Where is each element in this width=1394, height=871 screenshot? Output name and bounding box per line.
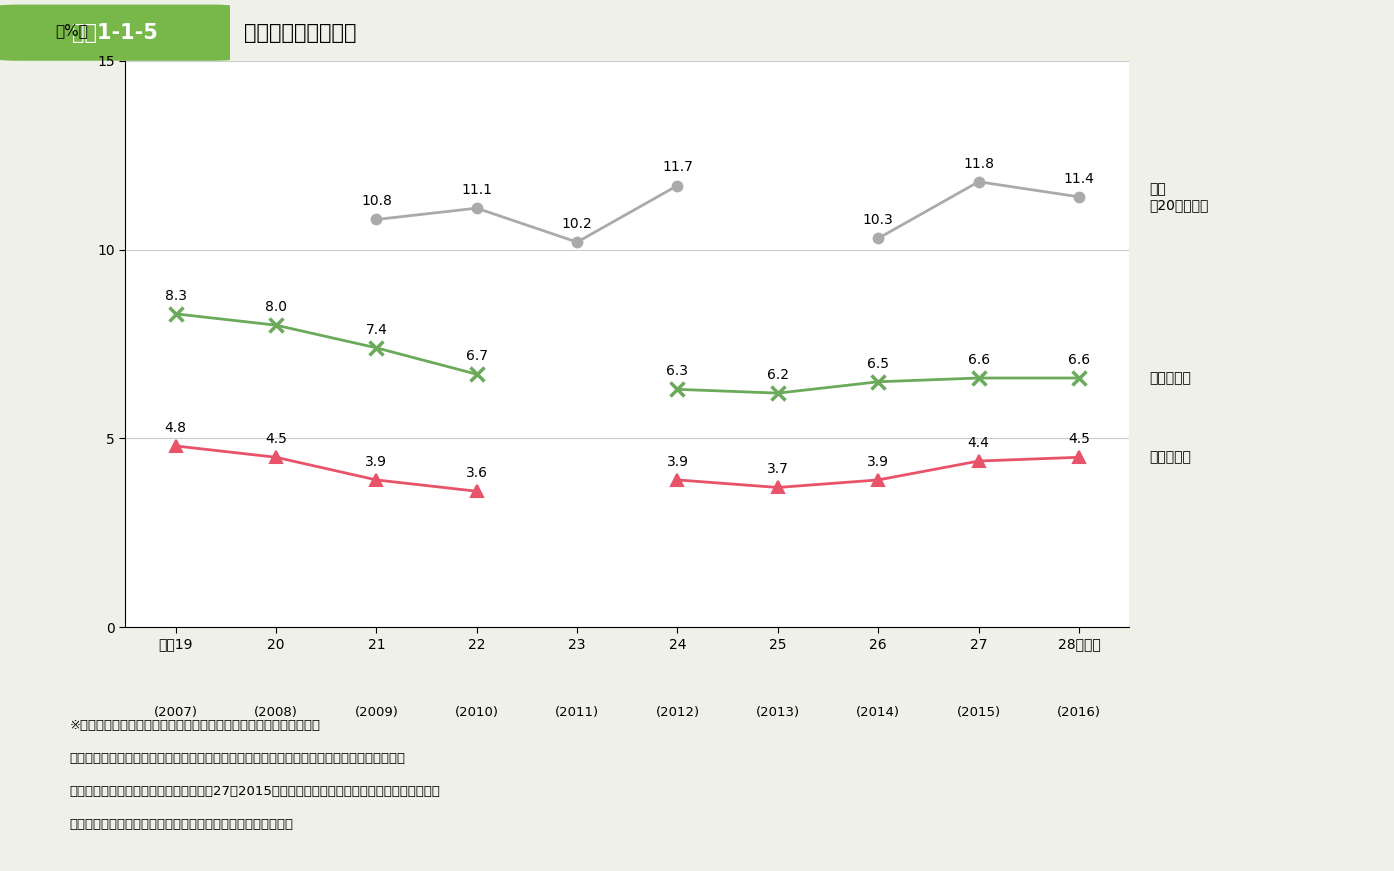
Text: 8.0: 8.0 — [265, 300, 287, 314]
Text: 図表1-1-5: 図表1-1-5 — [72, 23, 158, 43]
Text: 6.6: 6.6 — [967, 353, 990, 367]
Text: 11.1: 11.1 — [461, 183, 492, 197]
Text: (2015): (2015) — [956, 706, 1001, 719]
Text: 4.5: 4.5 — [265, 432, 287, 446]
Text: 7.4: 7.4 — [365, 323, 388, 337]
Text: 11.4: 11.4 — [1064, 172, 1094, 186]
Text: （児童・生徒）文部科学省「全国学力・学習状況調査」: （児童・生徒）文部科学省「全国学力・学習状況調査」 — [70, 818, 294, 831]
Text: 10.3: 10.3 — [863, 213, 894, 227]
Text: 児童・生徒については「あまり食べていない」「全く食べていない」と回答した人の割合。: 児童・生徒については「あまり食べていない」「全く食べていない」と回答した人の割合… — [70, 752, 406, 765]
Text: 3.9: 3.9 — [365, 455, 388, 469]
Text: (2012): (2012) — [655, 706, 700, 719]
Text: 資料：（成人）　　　農林水産省（平成27（2015）年までは内閣府）「食育に関する意識調査」: 資料：（成人） 農林水産省（平成27（2015）年までは内閣府）「食育に関する意… — [70, 785, 441, 798]
Text: 中学３年生: 中学３年生 — [1149, 371, 1190, 385]
Text: 成人
（20歳以上）: 成人 （20歳以上） — [1149, 182, 1209, 212]
Text: 小学６年生: 小学６年生 — [1149, 450, 1190, 464]
Text: 11.8: 11.8 — [963, 157, 994, 171]
Text: 10.2: 10.2 — [562, 217, 592, 231]
Text: （%）: （%） — [56, 24, 88, 38]
Text: 4.8: 4.8 — [164, 421, 187, 435]
Text: (2009): (2009) — [354, 706, 399, 719]
Text: 4.5: 4.5 — [1068, 432, 1090, 446]
Text: 3.9: 3.9 — [666, 455, 689, 469]
Text: (2011): (2011) — [555, 706, 599, 719]
Text: 6.3: 6.3 — [666, 364, 689, 378]
Text: 4.4: 4.4 — [967, 436, 990, 450]
Text: 6.2: 6.2 — [767, 368, 789, 382]
FancyBboxPatch shape — [0, 4, 230, 61]
Text: ※成人については「週に２～３日食べる」「ほとんど食べない」と、: ※成人については「週に２～３日食べる」「ほとんど食べない」と、 — [70, 719, 321, 732]
Text: 3.6: 3.6 — [466, 466, 488, 480]
Text: (2016): (2016) — [1057, 706, 1101, 719]
Text: 10.8: 10.8 — [361, 194, 392, 208]
Text: (2010): (2010) — [454, 706, 499, 719]
Text: 8.3: 8.3 — [164, 289, 187, 303]
Text: (2013): (2013) — [756, 706, 800, 719]
Text: 朝食欠食状況の変遷: 朝食欠食状況の変遷 — [244, 23, 357, 43]
Text: 6.5: 6.5 — [867, 357, 889, 371]
Text: 3.9: 3.9 — [867, 455, 889, 469]
Text: (2008): (2008) — [254, 706, 298, 719]
Text: 6.7: 6.7 — [466, 349, 488, 363]
Text: 6.6: 6.6 — [1068, 353, 1090, 367]
Text: 11.7: 11.7 — [662, 160, 693, 174]
Text: (2014): (2014) — [856, 706, 901, 719]
Text: (2007): (2007) — [153, 706, 198, 719]
Text: 3.7: 3.7 — [767, 463, 789, 476]
